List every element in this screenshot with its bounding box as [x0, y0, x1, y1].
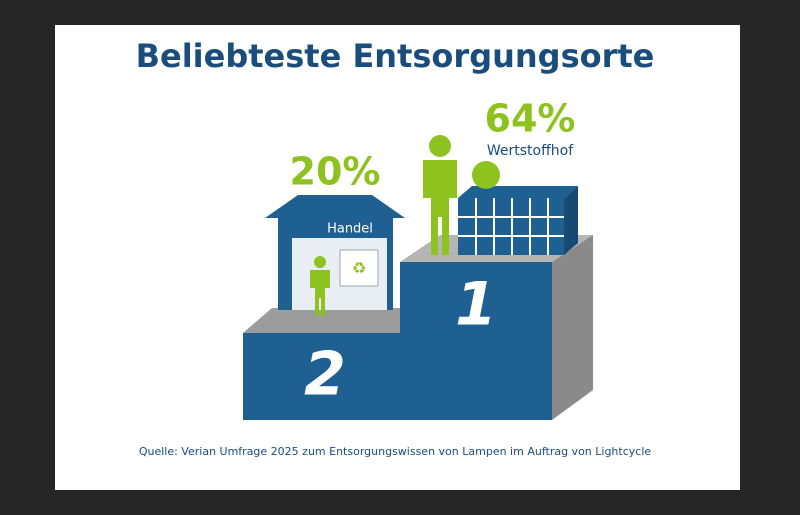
- rank: 1: [455, 270, 497, 340]
- person: [310, 270, 330, 316]
- place-percent: 20%: [290, 150, 381, 194]
- person-head: [314, 256, 326, 268]
- rank: 2: [304, 340, 346, 410]
- panel: [55, 25, 740, 490]
- roof: [265, 195, 405, 218]
- step-front: [400, 262, 552, 420]
- step-side: [552, 235, 593, 420]
- place-percent: 64%: [485, 97, 576, 141]
- place-label: Handel: [327, 222, 373, 237]
- person-head: [429, 135, 451, 157]
- place-label: Wertstoffhof: [487, 143, 574, 159]
- source: Quelle: Verian Umfrage 2025 zum Entsorgu…: [139, 445, 652, 458]
- container-grid: [458, 198, 564, 255]
- container-top: [458, 186, 578, 198]
- bin: [339, 249, 379, 287]
- person: [423, 160, 457, 255]
- title: Beliebteste Entsorgungsorte: [136, 37, 655, 75]
- bulb-icon: ♻: [352, 259, 366, 278]
- bulb: [472, 161, 500, 189]
- step-top: [243, 308, 400, 333]
- step-front: [243, 333, 400, 420]
- container-side: [564, 186, 578, 255]
